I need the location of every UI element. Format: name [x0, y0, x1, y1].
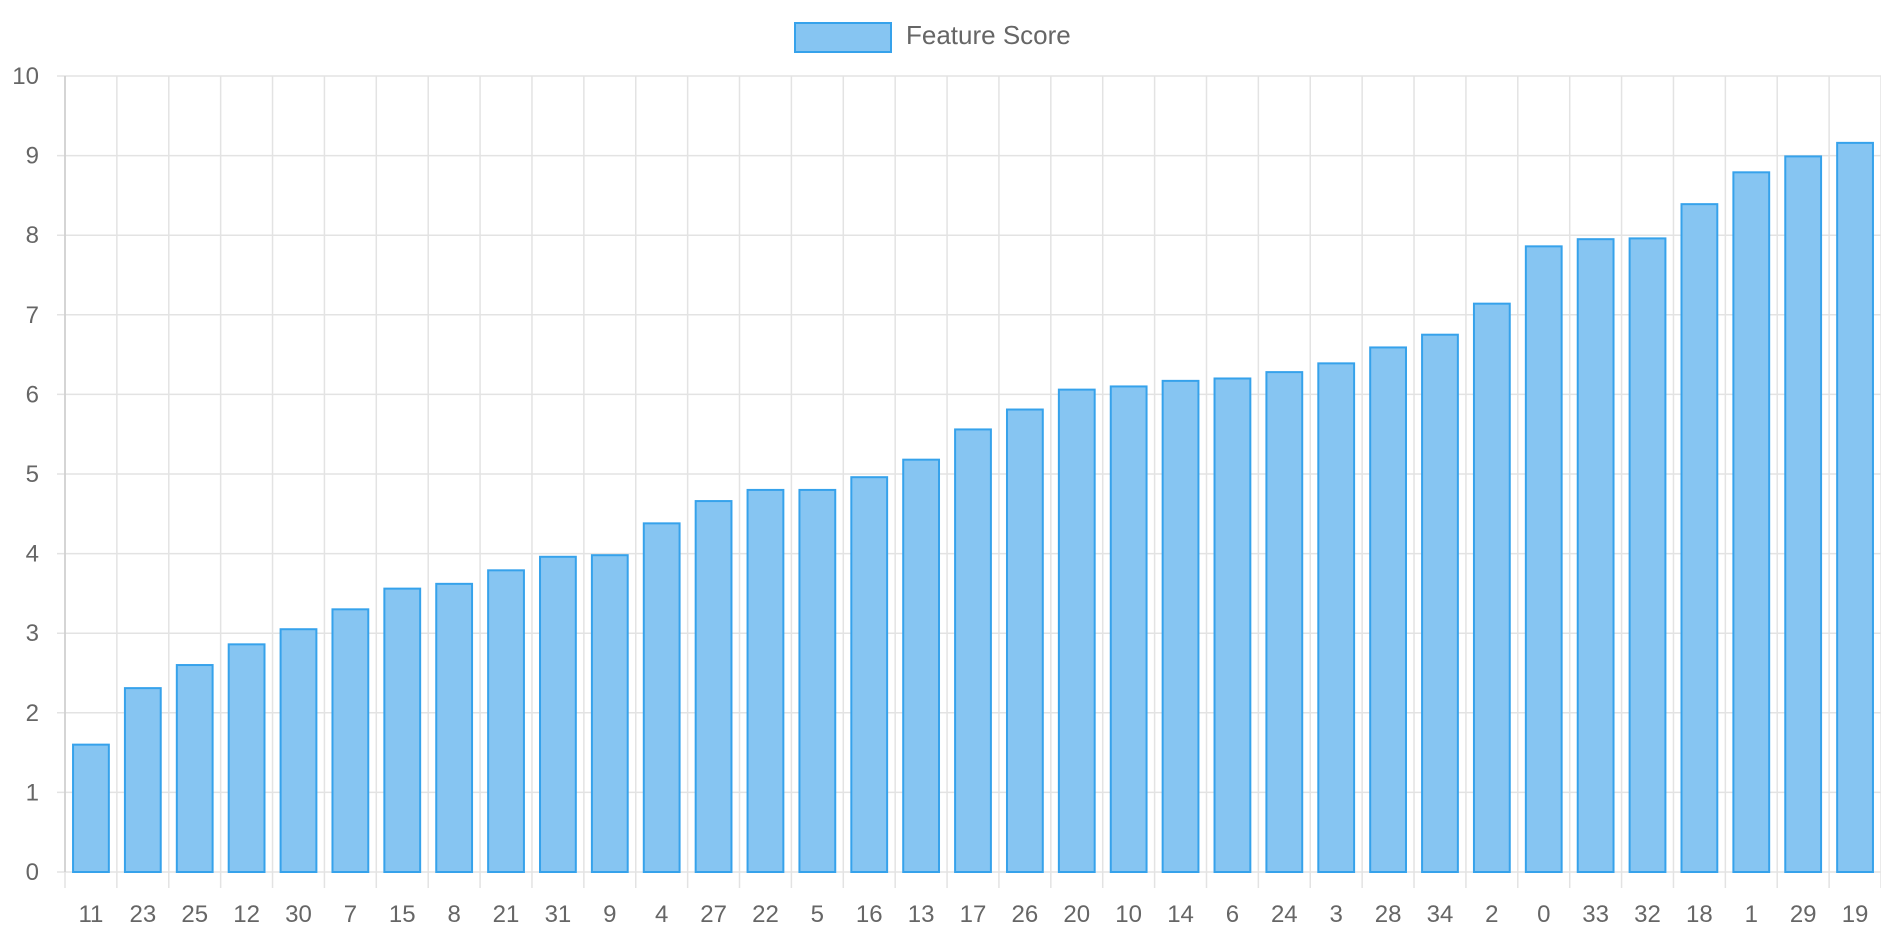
bar[interactable]	[1005, 408, 1044, 873]
bar[interactable]	[279, 628, 318, 873]
y-tick-label: 6	[26, 381, 39, 408]
legend-label[interactable]: Feature Score	[906, 20, 1071, 50]
x-tick-label: 33	[1582, 901, 1609, 928]
x-tick-label: 9	[603, 901, 616, 928]
grid	[57, 75, 1881, 888]
x-tick-label: 7	[344, 901, 357, 928]
y-tick-label: 8	[26, 222, 39, 249]
x-tick-label: 22	[752, 901, 779, 928]
y-tick-label: 1	[26, 779, 39, 806]
bar[interactable]	[1265, 371, 1304, 873]
y-tick-label: 3	[26, 620, 39, 647]
bar[interactable]	[487, 569, 525, 873]
bar[interactable]	[798, 488, 837, 873]
bar[interactable]	[1317, 362, 1356, 873]
bar[interactable]	[590, 554, 629, 874]
bar[interactable]	[331, 608, 370, 873]
x-tick-label: 14	[1167, 901, 1194, 928]
x-tick-label: 13	[908, 901, 935, 928]
bar[interactable]	[1109, 385, 1148, 873]
bar[interactable]	[383, 587, 422, 874]
x-tick-label: 32	[1634, 901, 1661, 928]
legend[interactable]: Feature Score	[794, 20, 1071, 53]
x-tick-label: 20	[1063, 901, 1090, 928]
x-tick-label: 23	[129, 901, 156, 928]
x-tick-label: 21	[493, 901, 520, 928]
x-tick-label: 3	[1330, 901, 1343, 928]
x-tick-label: 28	[1375, 901, 1402, 928]
bar[interactable]	[539, 555, 577, 873]
bar[interactable]	[435, 582, 474, 874]
x-tick-label: 17	[960, 901, 987, 928]
x-tick-label: 6	[1226, 901, 1239, 928]
bar[interactable]	[954, 428, 992, 873]
x-tick-label: 15	[389, 901, 416, 928]
x-tick-label: 26	[1012, 901, 1039, 928]
y-tick-label: 5	[26, 461, 39, 488]
bar[interactable]	[1836, 141, 1874, 873]
bars	[72, 141, 1874, 874]
x-tick-label: 30	[285, 901, 312, 928]
bar[interactable]	[227, 643, 266, 873]
y-tick-label: 10	[12, 63, 39, 90]
y-tick-label: 2	[26, 700, 39, 727]
x-tick-label: 4	[655, 901, 668, 928]
x-tick-label: 5	[811, 901, 824, 928]
y-axis: 0 1 2 3 4 5 6 7 8 9 10	[12, 63, 39, 886]
bar[interactable]	[1421, 333, 1459, 873]
bar[interactable]	[1524, 245, 1563, 873]
x-tick-label: 27	[700, 901, 727, 928]
bar[interactable]	[1472, 302, 1511, 873]
x-tick-label: 1	[1745, 901, 1758, 928]
bar[interactable]	[746, 488, 785, 873]
bar[interactable]	[1680, 203, 1719, 873]
x-tick-label: 2	[1485, 901, 1498, 928]
x-tick-label: 24	[1271, 901, 1298, 928]
y-tick-label: 9	[26, 143, 39, 170]
bar[interactable]	[642, 522, 681, 873]
bar[interactable]	[1161, 379, 1200, 873]
bar[interactable]	[1369, 346, 1407, 874]
bar[interactable]	[1732, 171, 1771, 874]
x-tick-label: 16	[856, 901, 883, 928]
bar[interactable]	[850, 476, 889, 873]
x-tick-label: 34	[1427, 901, 1454, 928]
bar[interactable]	[123, 687, 162, 874]
bar[interactable]	[72, 743, 110, 874]
legend-swatch[interactable]	[794, 22, 892, 53]
bar[interactable]	[1784, 155, 1823, 873]
bar[interactable]	[1628, 237, 1667, 874]
x-axis: 11 23 25 12 30 7 15 8 21 31 9 4 27 22 5 16 13 17 26 20 10 14 6…	[78, 901, 1868, 928]
bar[interactable]	[694, 500, 733, 873]
bar[interactable]	[1057, 388, 1096, 873]
x-tick-label: 29	[1790, 901, 1817, 928]
x-tick-label: 12	[233, 901, 260, 928]
x-tick-label: 8	[447, 901, 460, 928]
bar[interactable]	[1576, 238, 1615, 873]
x-tick-label: 25	[181, 901, 208, 928]
x-tick-label: 0	[1537, 901, 1550, 928]
bar[interactable]	[1213, 377, 1252, 873]
bar[interactable]	[175, 664, 214, 873]
x-tick-label: 18	[1686, 901, 1713, 928]
x-tick-label: 11	[78, 901, 103, 928]
x-tick-label: 19	[1842, 901, 1869, 928]
x-tick-label: 10	[1115, 901, 1142, 928]
x-tick-label: 31	[545, 901, 572, 928]
bar[interactable]	[902, 458, 941, 873]
y-tick-label: 4	[26, 541, 39, 568]
y-tick-label: 7	[26, 302, 39, 329]
y-tick-label: 0	[26, 859, 39, 886]
